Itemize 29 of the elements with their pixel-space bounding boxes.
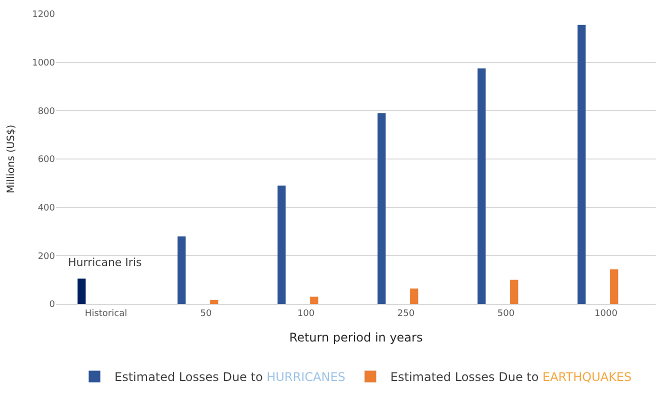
x-tick-label: Historical [84,308,128,319]
y-tick-label: 1000 [32,58,56,68]
legend-label: Estimated Losses Due to EARTHQUAKES [390,370,632,384]
bar [310,296,318,304]
x-axis-title: Return period in years [289,330,423,345]
bar [210,300,218,304]
y-axis-title: Millions (US$) [6,124,18,194]
x-tick-label: 100 [297,308,315,319]
y-tick-label: 0 [49,300,56,310]
bar [278,186,286,304]
x-tick-label: 1000 [594,308,618,319]
y-tick-label: 1200 [32,10,56,20]
bar [178,236,186,304]
y-tick-label: 200 [38,252,56,262]
annotation: Hurricane Iris [68,256,142,269]
bar [478,68,486,304]
y-tick-label: 400 [38,203,56,214]
y-tick-label: 600 [38,155,56,166]
x-tick-label: 250 [397,308,415,319]
bar [78,278,86,304]
x-tick-label: 50 [200,308,212,319]
x-tick-label: 500 [497,308,515,319]
bar [378,113,386,304]
bar [610,269,618,304]
legend-label: Estimated Losses Due to HURRICANES [114,370,346,384]
bar [410,288,418,304]
bar [578,24,586,304]
y-tick-label: 800 [38,106,56,117]
bar [510,280,518,304]
